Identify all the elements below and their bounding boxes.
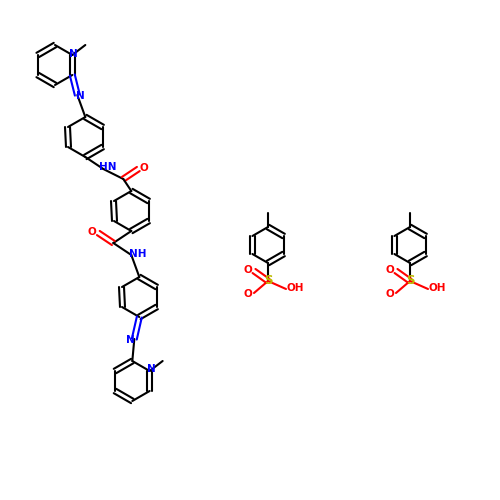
Text: O: O [244, 289, 252, 299]
Text: O: O [386, 289, 394, 299]
Text: S: S [406, 274, 414, 287]
Text: O: O [386, 265, 394, 275]
Text: O: O [244, 265, 252, 275]
Text: N: N [126, 335, 134, 345]
Text: O: O [88, 227, 96, 237]
Text: HN: HN [98, 162, 116, 172]
Text: N: N [69, 49, 78, 59]
Text: OH: OH [286, 283, 304, 293]
Text: O: O [140, 163, 148, 173]
Text: N: N [76, 91, 84, 101]
Text: N: N [148, 364, 156, 374]
Text: OH: OH [428, 283, 446, 293]
Text: NH: NH [128, 249, 146, 259]
Text: S: S [264, 274, 272, 287]
